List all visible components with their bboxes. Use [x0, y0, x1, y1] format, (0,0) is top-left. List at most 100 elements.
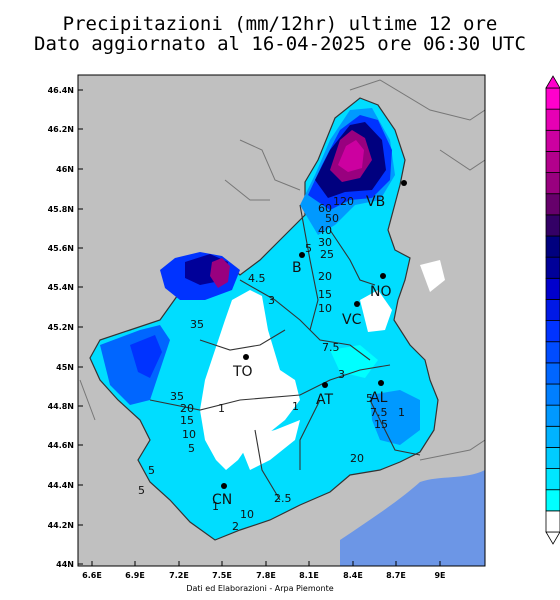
- contour-label: 10: [240, 508, 254, 521]
- city-label-at: AT: [316, 392, 333, 408]
- contour-label: 30: [318, 236, 332, 249]
- colorbar-swatch: [545, 277, 560, 300]
- lat-label: 46.2N: [48, 125, 74, 134]
- no-rain-south: [240, 420, 300, 470]
- contour-label: 2.5: [274, 492, 292, 505]
- contour-label: 15: [374, 418, 388, 431]
- map-title-line2: Dato aggiornato al 16-04-2025 ore 06:30 …: [34, 33, 526, 55]
- contour-label: 1: [218, 402, 225, 415]
- colorbar-min-arrow: [545, 531, 560, 545]
- lat-label: 45.6N: [48, 244, 74, 253]
- map-content: [79, 79, 485, 566]
- lon-label: 8.1E: [299, 571, 319, 580]
- city-dot-vc: [354, 301, 360, 307]
- contour-label: 40: [318, 224, 332, 237]
- city-dot-to: [243, 354, 249, 360]
- colorbar-swatch: [545, 129, 560, 152]
- contour-label: 7.5: [322, 341, 340, 354]
- contour-label: 5: [305, 242, 312, 255]
- latitude-axis: 46.4N 46.2N 46N 45.8N 45.6N 45.4N 45.2N …: [48, 86, 83, 569]
- no-rain-ne: [420, 260, 445, 292]
- lat-label: 44.2N: [48, 521, 74, 530]
- map-title-line1: Precipitazioni (mm/12hr) ultime 12 ore: [62, 13, 498, 35]
- lat-label: 45.4N: [48, 283, 74, 292]
- colorbar-swatch: [545, 468, 560, 491]
- lat-label: 45.2N: [48, 323, 74, 332]
- contour-label: 35: [170, 390, 184, 403]
- colorbar-max-arrow: [545, 75, 560, 89]
- city-label-vc: VC: [342, 312, 362, 328]
- colorbar-swatch: [545, 425, 560, 448]
- contour-label: 7.5: [370, 406, 388, 419]
- light-rain-east: [330, 345, 378, 378]
- colorbar-swatch: [545, 172, 560, 195]
- rain-zone-se: [370, 390, 420, 445]
- colorbar-swatch: [545, 299, 560, 321]
- lon-label: 7.2E: [169, 571, 189, 580]
- city-dot-al: [378, 380, 384, 386]
- contour-label: 2: [232, 520, 239, 533]
- colorbar-swatch: [545, 510, 560, 533]
- colorbar-swatch: [545, 214, 560, 237]
- contour-label: 20: [350, 452, 364, 465]
- contour-label: 20: [318, 270, 332, 283]
- sea-area: [340, 470, 485, 566]
- contour-label: 3: [268, 294, 275, 307]
- lat-label: 44N: [56, 560, 74, 569]
- contour-label: 1: [292, 400, 299, 413]
- colorbar-swatch: [545, 341, 560, 364]
- province-borders: [149, 204, 421, 501]
- contour-label: 5: [138, 484, 145, 497]
- data-credit: Dati ed Elaborazioni - Arpa Piemonte: [186, 584, 334, 593]
- colorbar-swatch: [545, 235, 560, 258]
- longitude-axis: 6.6E 6.9E 7.2E 7.5E 7.8E 8.1E 8.4E 8.7E …: [82, 561, 446, 580]
- lat-label: 46N: [56, 165, 74, 174]
- colorbar-swatch: [545, 256, 560, 279]
- colorbar-swatch: [545, 108, 560, 131]
- lon-label: 8.7E: [386, 571, 406, 580]
- contour-label: 1: [398, 406, 405, 419]
- lon-label: 9E: [434, 571, 445, 580]
- colorbar-swatch: [545, 447, 560, 469]
- city-label-cn: CN: [212, 492, 232, 508]
- contour-label: 15: [318, 288, 332, 301]
- contour-label: 1: [212, 500, 219, 513]
- colorbar-swatch: [545, 404, 560, 427]
- map-frame: [77, 74, 486, 567]
- contour-label: 25: [320, 248, 334, 261]
- city-dot-b: [299, 252, 305, 258]
- colorbar: [545, 75, 560, 545]
- contour-label: 10: [318, 302, 332, 315]
- colorbar-swatch: [545, 362, 560, 385]
- contour-label: 15: [180, 414, 194, 427]
- city-markers: TO VC NO VB B AT AL CN: [212, 180, 407, 508]
- colorbar-swatch: [545, 489, 560, 512]
- lon-label: 7.5E: [212, 571, 232, 580]
- no-rain-center: [200, 290, 300, 470]
- contour-label: 4.5: [248, 272, 266, 285]
- colorbar-swatch: [545, 151, 560, 173]
- colorbar-swatch: [545, 383, 560, 406]
- lat-label: 44.8N: [48, 402, 74, 411]
- city-dot-cn: [221, 483, 227, 489]
- lon-label: 8.4E: [343, 571, 363, 580]
- city-label-to: TO: [232, 364, 253, 380]
- contour-label: 60: [318, 202, 332, 215]
- colorbar-swatch: [545, 87, 560, 110]
- contour-label: 3: [338, 368, 345, 381]
- rain-core-nw: [210, 258, 230, 288]
- contour-label: 120: [333, 195, 354, 208]
- city-dot-at: [322, 382, 328, 388]
- colorbar-swatch: [545, 320, 560, 343]
- contour-label: 50: [325, 212, 339, 225]
- no-rain-east: [360, 290, 392, 332]
- city-label-b: B: [292, 260, 302, 276]
- lat-label: 44.6N: [48, 441, 74, 450]
- lon-label: 6.9E: [125, 571, 145, 580]
- lon-label: 6.6E: [82, 571, 102, 580]
- city-label-al: AL: [370, 390, 388, 406]
- city-label-vb: VB: [366, 194, 385, 210]
- rain-zone-west-heavy: [130, 335, 162, 378]
- colorbar-swatch: [545, 193, 560, 216]
